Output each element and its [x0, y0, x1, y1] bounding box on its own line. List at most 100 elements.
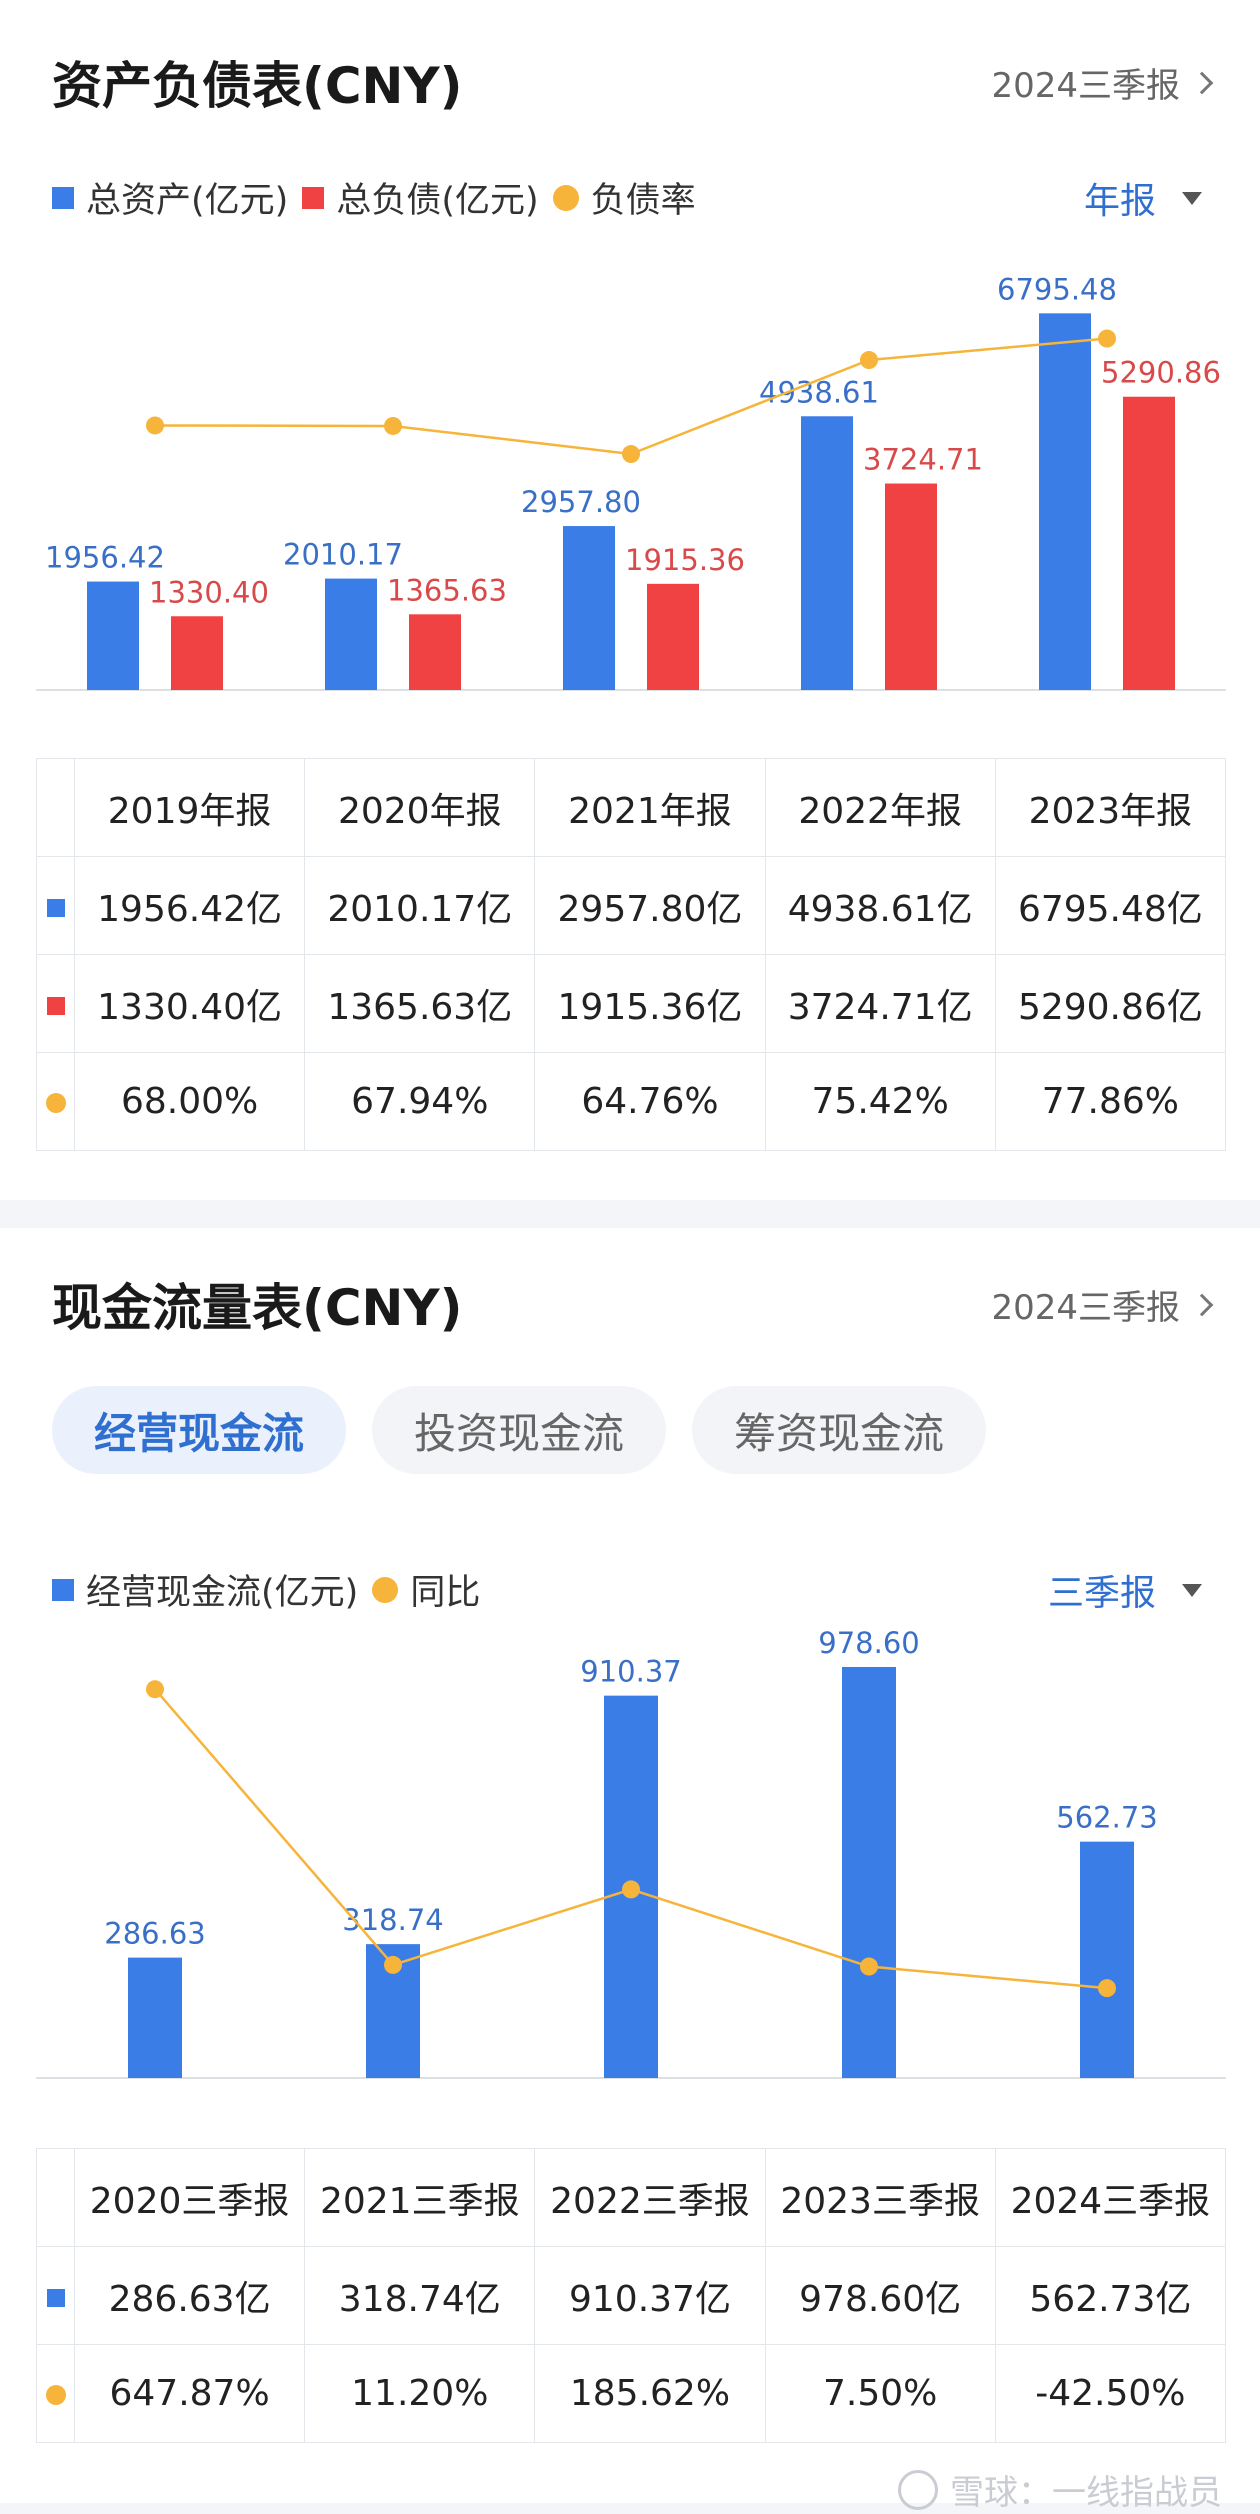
table-cell: 1915.36亿 [534, 954, 766, 1053]
table-row-debt-ratio: 68.00% 67.94% 64.76% 75.42% 77.86% [36, 1052, 1227, 1151]
bar-value-label: 1330.40 [149, 575, 269, 609]
bar-value-label: 2010.17 [283, 538, 403, 572]
legend-label: 同比 [410, 1573, 481, 1613]
bar-value-label: 1365.63 [387, 573, 507, 607]
line-point-1 [384, 416, 402, 435]
bar-value-label: 318.74 [342, 1903, 443, 1937]
cashflow-period-link-label: 2024三季报 [991, 1288, 1180, 1328]
watermark: 雪球：一线指战员 [898, 2465, 1222, 2514]
column-header: 2024三季报 [994, 2148, 1227, 2247]
balance-period-link[interactable]: 2024三季报 [991, 58, 1214, 107]
line-point-2 [622, 445, 640, 464]
bar-3-0 [842, 1666, 896, 2078]
tab-investing-cashflow[interactable]: 投资现金流 [372, 1386, 667, 1474]
line-point-4 [1098, 329, 1116, 348]
legend-item-yoy[interactable]: 同比 [372, 1564, 480, 1615]
dot-marker-icon [552, 184, 579, 211]
line-point-0 [146, 416, 164, 435]
line-point-3 [860, 1957, 878, 1976]
cashflow-table: 2020三季报 2021三季报 2022三季报 2023三季报 2024三季报 … [36, 2148, 1227, 2443]
bar-value-label: 2957.80 [521, 485, 641, 519]
table-cell: 77.86% [994, 1052, 1227, 1151]
balance-period-select[interactable]: 年报 [1084, 172, 1202, 224]
balance-period-link-label: 2024三季报 [991, 66, 1180, 106]
legend-label: 总负债(亿元) [336, 181, 539, 221]
table-cell: 647.87% [73, 2344, 306, 2443]
square-marker-icon [46, 2289, 65, 2307]
bar-value-label: 286.63 [104, 1917, 205, 1951]
table-cell: -42.50% [994, 2344, 1227, 2443]
table-cell: 978.60亿 [764, 2246, 996, 2345]
bar-3-0 [801, 416, 853, 690]
table-cell: 5290.86亿 [994, 954, 1227, 1053]
bar-4-1 [1123, 396, 1175, 690]
table-cell: 185.62% [534, 2344, 766, 2443]
bar-value-label: 3724.71 [863, 443, 983, 477]
table-cell: 75.42% [764, 1052, 996, 1151]
dot-marker-icon [45, 2385, 66, 2405]
cashflow-card: 现金流量表(CNY) 2024三季报 经营现金流 投资现金流 筹资现金流 经营现… [0, 1228, 1260, 2503]
table-cell: 1365.63亿 [304, 954, 536, 1053]
square-marker-icon [302, 186, 325, 209]
bar-4-0 [1080, 1841, 1134, 2078]
bar-value-label: 910.37 [580, 1655, 681, 1689]
balance-legend: 总资产(亿元) 总负债(亿元) 负债率 [52, 172, 710, 223]
column-header: 2022三季报 [534, 2148, 766, 2247]
bar-value-label: 562.73 [1056, 1801, 1157, 1835]
legend-label: 经营现金流(亿元) [86, 1573, 359, 1613]
table-cell: 286.63亿 [73, 2246, 306, 2345]
legend-item-debt-ratio[interactable]: 负债率 [552, 172, 696, 223]
square-marker-icon [52, 186, 74, 209]
table-cell: 910.37亿 [534, 2246, 766, 2345]
tab-operating-cashflow[interactable]: 经营现金流 [52, 1386, 347, 1474]
bar-2-1 [647, 583, 699, 690]
table-cell: 64.76% [534, 1052, 766, 1151]
cashflow-chart: 286.63 318.74 910.37 978.60 562.73 [36, 1626, 1226, 2079]
table-row-yoy: 647.87% 11.20% 185.62% 7.50% -42.50% [36, 2344, 1227, 2443]
bar-value-label: 1915.36 [625, 543, 745, 577]
table-header-row: 2020三季报 2021三季报 2022三季报 2023三季报 2024三季报 [36, 2148, 1227, 2247]
column-header: 2021年报 [534, 758, 766, 857]
table-cell: 67.94% [304, 1052, 536, 1151]
bar-4-0 [1039, 313, 1091, 690]
bar-3-1 [885, 483, 937, 690]
dot-marker-icon [372, 1576, 399, 1603]
bar-1-0 [325, 578, 377, 690]
column-header: 2020年报 [304, 758, 536, 857]
column-header: 2023年报 [994, 758, 1227, 857]
table-cell: 68.00% [73, 1052, 306, 1151]
bar-value-label: 6795.48 [997, 272, 1117, 306]
cashflow-title: 现金流量表(CNY) [52, 1279, 463, 1337]
table-row-operating-cashflow: 286.63亿 318.74亿 910.37亿 978.60亿 562.73亿 [36, 2246, 1227, 2345]
dot-marker-icon [45, 1093, 66, 1113]
xueqiu-logo-icon [898, 2469, 938, 2510]
table-header-row: 2019年报 2020年报 2021年报 2022年报 2023年报 [36, 758, 1227, 857]
table-cell: 2010.17亿 [304, 856, 536, 955]
bar-0-0 [87, 581, 139, 690]
bar-0-1 [171, 616, 223, 690]
bar-2-0 [563, 526, 615, 690]
table-cell: 4938.61亿 [764, 856, 996, 955]
line-point-4 [1098, 1979, 1116, 1998]
legend-item-total-assets[interactable]: 总资产(亿元) [52, 172, 288, 223]
line-point-2 [622, 1880, 640, 1899]
cashflow-tabs: 经营现金流 投资现金流 筹资现金流 [52, 1386, 987, 1474]
table-cell: 1330.40亿 [73, 954, 306, 1053]
legend-item-operating-cashflow[interactable]: 经营现金流(亿元) [52, 1564, 358, 1615]
column-header: 2019年报 [73, 758, 306, 857]
line-point-1 [384, 1955, 402, 1974]
period-select-label: 年报 [1083, 181, 1156, 222]
square-marker-icon [46, 997, 65, 1015]
bar-1-1 [409, 614, 461, 690]
series-line [154, 337, 1108, 456]
legend-label: 总资产(亿元) [86, 181, 289, 221]
caret-down-icon [1182, 1583, 1202, 1597]
cashflow-period-select[interactable]: 三季报 [1048, 1564, 1202, 1616]
legend-item-total-liabilities[interactable]: 总负债(亿元) [302, 172, 539, 223]
table-row-total-liabilities: 1330.40亿 1365.63亿 1915.36亿 3724.71亿 5290… [36, 954, 1227, 1053]
bar-value-label: 5290.86 [1101, 356, 1221, 390]
cashflow-period-link[interactable]: 2024三季报 [991, 1280, 1214, 1329]
bar-value-label: 978.60 [818, 1626, 919, 1660]
table-cell: 2957.80亿 [534, 856, 766, 955]
tab-financing-cashflow[interactable]: 筹资现金流 [692, 1386, 987, 1474]
